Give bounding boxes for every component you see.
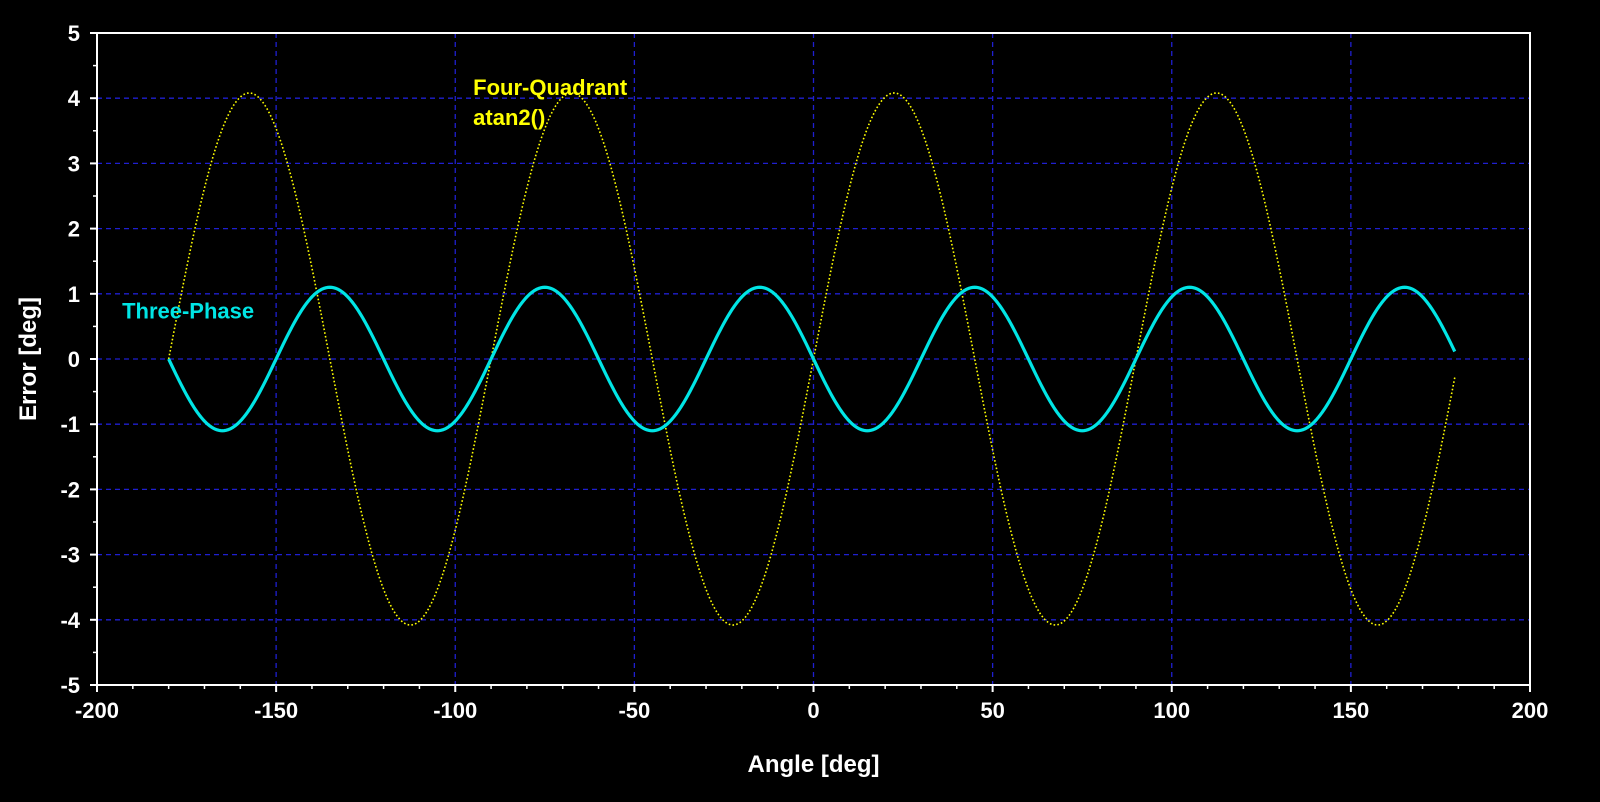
x-tick-label: -200	[75, 698, 119, 723]
y-tick-label: 4	[68, 86, 81, 111]
series-labels: Four-Quadrant atan2() Three-Phase	[122, 75, 628, 324]
y-tick-label: 5	[68, 21, 80, 46]
series-label: atan2()	[473, 105, 545, 130]
y-tick-label: -3	[60, 543, 80, 568]
series-label: Three-Phase	[122, 299, 254, 324]
y-tick-label: 1	[68, 282, 80, 307]
series-lines	[167, 92, 1457, 626]
series-line	[167, 92, 1456, 626]
y-tick-label: -4	[60, 608, 80, 633]
x-tick-label: -50	[618, 698, 650, 723]
series-label: Four-Quadrant	[473, 75, 628, 100]
x-tick-label: -100	[433, 698, 477, 723]
x-tick-label: 200	[1512, 698, 1549, 723]
x-tick-label: 50	[980, 698, 1004, 723]
x-tick-label: 150	[1333, 698, 1370, 723]
x-tick-label: 100	[1153, 698, 1190, 723]
y-tick-label: 2	[68, 217, 80, 242]
axis-ticks	[90, 32, 1531, 692]
x-tick-label: -150	[254, 698, 298, 723]
y-tick-label: 0	[68, 347, 80, 372]
grid	[97, 33, 1530, 685]
y-tick-label: 3	[68, 151, 80, 176]
series-line	[167, 285, 1457, 433]
y-tick-label: -5	[60, 673, 80, 698]
x-tick-label: 0	[807, 698, 819, 723]
y-tick-label: -2	[60, 477, 80, 502]
tick-labels: -200 -150 -100 -50 0 50 100 150 200 5 4 3 2 1 0 -1 -2 -3 -…	[60, 21, 1548, 723]
y-axis-title: Error [deg]	[15, 297, 42, 421]
x-axis-title: Angle [deg]	[748, 751, 880, 778]
y-tick-label: -1	[60, 412, 80, 437]
